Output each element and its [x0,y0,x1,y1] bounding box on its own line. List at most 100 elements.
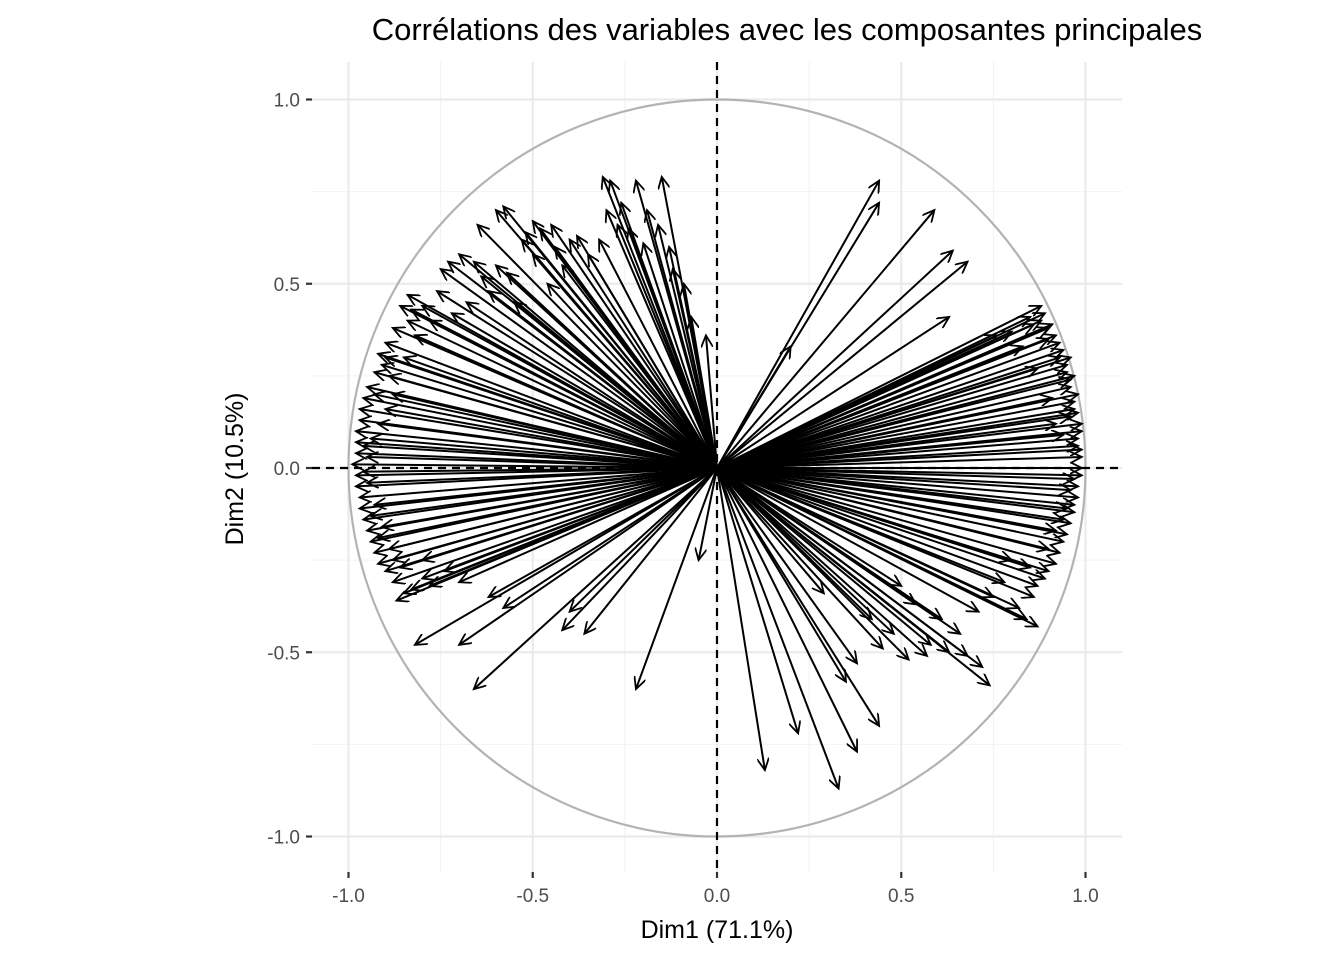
variable-arrow [352,464,718,468]
variable-arrow [474,467,718,689]
variable-arrow [716,467,1074,479]
y-tick-label: -1.0 [267,828,300,849]
variable-arrow [430,321,718,469]
variable-arrow [716,467,857,663]
variable-arrow [382,365,718,469]
variable-arrow [716,335,997,469]
variable-arrow [716,467,1027,619]
x-tick-label: 0.5 [888,886,914,907]
variable-arrow [716,467,1049,549]
variable-arrow [415,335,718,469]
y-tick-label: 0.5 [274,275,300,296]
variable-arrow [360,467,718,497]
variable-arrow [658,225,718,469]
variable-arrow [570,240,718,469]
variable-arrow [716,467,901,586]
variable-arrow [716,467,1063,542]
variable-arrow [716,467,765,770]
variable-arrow [716,387,1071,469]
variable-arrow [378,424,718,469]
variable-arrow [716,398,1052,469]
variable-arrow [716,467,839,789]
variable-arrow [555,247,718,469]
variable-vectors [352,177,1082,789]
variable-arrow [716,467,1004,582]
variable-arrow [643,243,718,469]
variable-arrow [716,409,1074,469]
variable-arrow [459,467,718,582]
x-tick-label: -0.5 [516,886,549,907]
variable-arrow [716,467,883,649]
variable-arrow [382,467,718,527]
variable-arrow [547,284,718,469]
variable-arrow [393,467,718,560]
variable-arrow [716,181,879,469]
variable-arrow [716,251,953,469]
variable-arrow [374,467,718,505]
variable-arrow [363,468,718,472]
variable-arrow [570,467,718,612]
variable-arrow [716,467,857,752]
variable-arrow [716,324,1052,469]
variable-arrow [489,291,718,469]
variable-arrow [363,446,718,469]
variable-arrow [367,457,718,469]
variable-arrow [716,467,1045,579]
variable-arrow [716,467,916,604]
variable-arrow [385,357,718,469]
y-tick-label: 0.0 [274,459,300,480]
variable-arrow [716,346,1023,469]
variable-arrow [415,467,718,645]
variable-arrow [716,372,1067,469]
variable-arrow [389,376,718,469]
variable-arrow [385,343,718,469]
variable-arrow [599,240,718,469]
variable-arrow [621,203,718,469]
variable-arrow [716,467,1067,509]
variable-arrow [477,225,718,469]
variable-arrow [647,210,718,469]
variable-arrow [407,321,718,469]
variable-arrow [430,467,718,586]
variable-arrow [385,409,718,469]
variable-arrow [606,210,718,469]
x-axis-title: Dim1 (71.1%) [641,916,794,944]
variable-arrow [636,467,718,689]
variable-arrow [716,416,1071,469]
variable-arrow [716,317,949,469]
variable-arrow [716,467,1078,497]
variable-arrow [716,467,1056,531]
variable-arrow [378,467,718,538]
variable-arrow [706,335,718,469]
variable-arrow [441,269,718,469]
axis-ticks: -1.0 -0.5 0.0 0.5 1.0 1.0 0.5 0.0 -0.5 -1.0 [267,91,1098,908]
variable-arrow [371,439,718,469]
variable-arrow [588,254,718,469]
variable-arrow [716,210,934,469]
variable-arrow [444,467,718,571]
variable-arrow [716,369,1038,469]
variable-arrow [503,206,718,469]
variable-arrow [481,276,718,469]
variable-arrow [716,467,1071,490]
variable-arrow [422,467,718,560]
y-tick-label: 1.0 [274,91,300,112]
variable-arrow [716,380,1071,469]
variable-arrow [459,467,718,645]
variable-arrow [389,467,718,549]
variable-arrow [716,435,1063,469]
variable-arrow [371,467,718,516]
variable-arrow [716,467,872,619]
x-tick-label: 0.0 [704,886,730,907]
variable-arrow [716,467,824,593]
variable-arrow [716,467,798,733]
variable-arrow [533,254,718,469]
variable-arrow [716,446,1078,469]
variable-arrow [367,467,718,483]
variable-arrow [466,302,718,469]
variable-arrow [716,467,979,612]
variable-arrow [374,394,718,469]
variable-arrow [716,346,791,469]
variable-arrow [562,467,718,630]
